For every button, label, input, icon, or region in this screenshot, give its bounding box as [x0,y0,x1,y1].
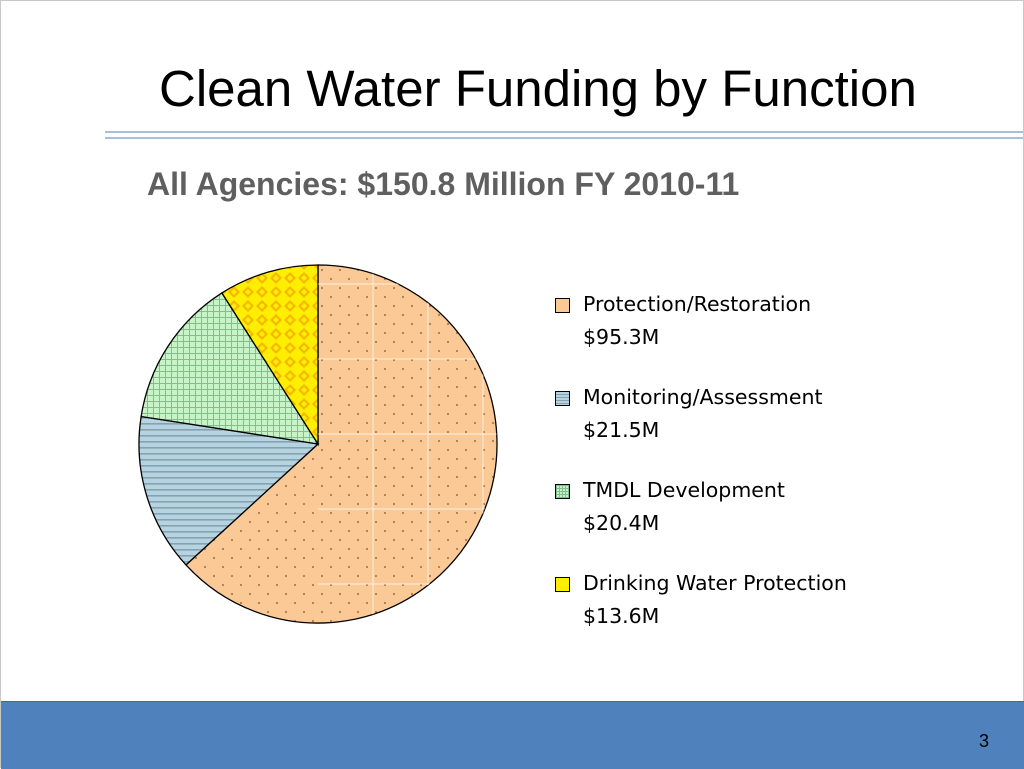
legend-swatch-protection-restoration [555,298,570,313]
pie-slice-tmdl-development [140,292,320,445]
chart-legend: Protection/Restoration $95.3M Monitoring… [555,288,1005,660]
legend-value: $95.3M [583,325,660,349]
legend-swatch-tmdl-development [555,484,570,499]
legend-item-protection-restoration: Protection/Restoration $95.3M [555,288,1005,354]
page-number: 3 [978,731,989,751]
legend-swatch-monitoring-assessment [555,391,570,406]
legend-swatch-drinking-water-protection [555,577,570,592]
legend-label: Drinking Water Protection [583,571,847,595]
footer-bar: 3 [1,701,1024,769]
legend-item-monitoring-assessment: Monitoring/Assessment $21.5M [555,381,1005,447]
legend-item-drinking-water-protection: Drinking Water Protection $13.6M [555,567,1005,633]
legend-item-tmdl-development: TMDL Development $20.4M [555,474,1005,540]
pie-slice-protection-restoration [185,264,498,624]
legend-value: $21.5M [583,418,660,442]
pie-slice-monitoring-assessment [138,415,320,566]
title-divider-top [105,131,1023,133]
legend-value: $20.4M [583,511,660,535]
chart-title: All Agencies: $150.8 Million FY 2010-11 [147,166,740,202]
legend-label: TMDL Development [583,478,785,502]
pie-chart [138,264,498,624]
pie-slice-drinking-water-protection [221,264,319,447]
slide-title: Clean Water Funding by Function [159,60,917,117]
legend-label: Protection/Restoration [583,292,812,316]
legend-value: $13.6M [583,604,660,628]
title-divider-bottom [105,137,1023,139]
legend-label: Monitoring/Assessment [583,385,823,409]
